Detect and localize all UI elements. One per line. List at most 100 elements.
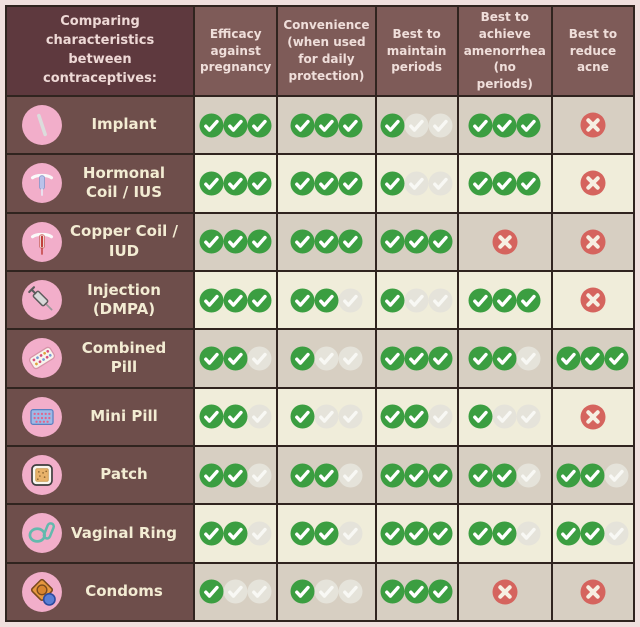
check-icon bbox=[290, 171, 315, 196]
check-icon bbox=[338, 113, 363, 138]
faded-check-icon bbox=[404, 171, 429, 196]
cross-icon bbox=[492, 579, 518, 605]
check-icon bbox=[314, 113, 339, 138]
check-icon bbox=[468, 404, 493, 429]
check-icon bbox=[556, 521, 581, 546]
column-header-label: Best to maintain periods bbox=[386, 26, 447, 75]
rating-cell bbox=[458, 97, 551, 154]
rating-cell bbox=[376, 97, 457, 154]
faded-check-icon bbox=[428, 113, 453, 138]
faded-check-icon bbox=[314, 404, 339, 429]
faded-check-icon bbox=[428, 288, 453, 313]
check-icon bbox=[404, 404, 429, 429]
method-name: Hormonal Coil / IUS bbox=[82, 163, 166, 202]
faded-check-icon bbox=[516, 404, 541, 429]
column-header-3: Best to maintain periods bbox=[376, 7, 457, 95]
check-icon bbox=[247, 229, 272, 254]
faded-check-icon bbox=[428, 171, 453, 196]
check-icon bbox=[380, 404, 405, 429]
cross-icon bbox=[492, 229, 518, 255]
check-icon bbox=[338, 171, 363, 196]
row-label-patch: Patch bbox=[7, 446, 193, 504]
check-icon bbox=[290, 463, 315, 488]
faded-check-icon bbox=[338, 463, 363, 488]
faded-check-icon bbox=[404, 113, 429, 138]
check-icon bbox=[290, 579, 315, 604]
vaginal-ring-icon bbox=[21, 512, 63, 554]
rating-cell bbox=[552, 155, 633, 212]
check-icon bbox=[604, 346, 629, 371]
cross-icon bbox=[580, 579, 606, 605]
check-icon bbox=[516, 288, 541, 313]
rating-cell bbox=[278, 155, 375, 212]
method-name: Injection (DMPA) bbox=[87, 280, 161, 319]
combined-pill-icon bbox=[21, 337, 63, 379]
column-header-label: Efficacy against pregnancy bbox=[200, 26, 272, 75]
check-icon bbox=[199, 346, 224, 371]
contraceptive-comparison-table: Comparing characteristics between contra… bbox=[5, 5, 635, 622]
rating-cell bbox=[376, 155, 457, 212]
check-icon bbox=[468, 171, 493, 196]
rating-cell bbox=[376, 330, 457, 387]
rating-cell bbox=[376, 271, 457, 329]
check-icon bbox=[380, 171, 405, 196]
check-icon bbox=[404, 229, 429, 254]
rating-cell bbox=[552, 446, 633, 504]
check-icon bbox=[290, 404, 315, 429]
check-icon bbox=[404, 579, 429, 604]
cross-icon bbox=[580, 404, 606, 430]
check-icon bbox=[428, 346, 453, 371]
check-icon bbox=[199, 579, 224, 604]
check-icon bbox=[223, 521, 248, 546]
rating-cell bbox=[552, 97, 633, 154]
check-icon bbox=[247, 171, 272, 196]
column-header-label: Convenience (when used for daily protect… bbox=[283, 18, 370, 83]
method-name: Patch bbox=[100, 465, 148, 484]
method-name: Vaginal Ring bbox=[70, 523, 178, 542]
check-icon bbox=[492, 346, 517, 371]
rating-cell bbox=[458, 563, 551, 620]
faded-check-icon bbox=[492, 404, 517, 429]
column-header-1: Efficacy against pregnancy bbox=[195, 7, 277, 95]
hormonal-coil-icon bbox=[21, 162, 63, 204]
method-name: Condoms bbox=[85, 582, 163, 601]
rating-cell bbox=[376, 563, 457, 620]
check-icon bbox=[380, 288, 405, 313]
row-label-combined-pill: Combined Pill bbox=[7, 330, 193, 387]
rating-cell bbox=[458, 271, 551, 329]
rating-cell bbox=[195, 505, 277, 562]
faded-check-icon bbox=[338, 521, 363, 546]
check-icon bbox=[290, 521, 315, 546]
check-icon bbox=[338, 229, 363, 254]
rating-cell bbox=[458, 330, 551, 387]
rating-cell bbox=[552, 563, 633, 620]
row-label-hormonal-coil-ius: Hormonal Coil / IUS bbox=[7, 155, 193, 212]
check-icon bbox=[428, 229, 453, 254]
faded-check-icon bbox=[247, 346, 272, 371]
check-icon bbox=[380, 579, 405, 604]
row-label-implant: Implant bbox=[7, 97, 193, 154]
corner-header-label: Comparing characteristics between contra… bbox=[42, 14, 158, 86]
check-icon bbox=[580, 521, 605, 546]
check-icon bbox=[404, 521, 429, 546]
check-icon bbox=[492, 171, 517, 196]
rating-cell bbox=[278, 97, 375, 154]
faded-check-icon bbox=[247, 404, 272, 429]
rating-cell bbox=[195, 97, 277, 154]
copper-coil-icon bbox=[21, 221, 63, 263]
row-label-vaginal-ring: Vaginal Ring bbox=[7, 505, 193, 562]
check-icon bbox=[199, 404, 224, 429]
cross-icon bbox=[580, 170, 606, 196]
faded-check-icon bbox=[338, 579, 363, 604]
method-name: Copper Coil / IUD bbox=[70, 222, 178, 260]
mini-pill-icon bbox=[21, 396, 63, 438]
rating-cell bbox=[552, 505, 633, 562]
check-icon bbox=[468, 113, 493, 138]
rating-cell bbox=[195, 388, 277, 445]
rating-cell bbox=[278, 388, 375, 445]
row-label-mini-pill: Mini Pill bbox=[7, 388, 193, 445]
check-icon bbox=[428, 579, 453, 604]
check-icon bbox=[223, 171, 248, 196]
injection-icon bbox=[21, 279, 63, 321]
check-icon bbox=[314, 229, 339, 254]
